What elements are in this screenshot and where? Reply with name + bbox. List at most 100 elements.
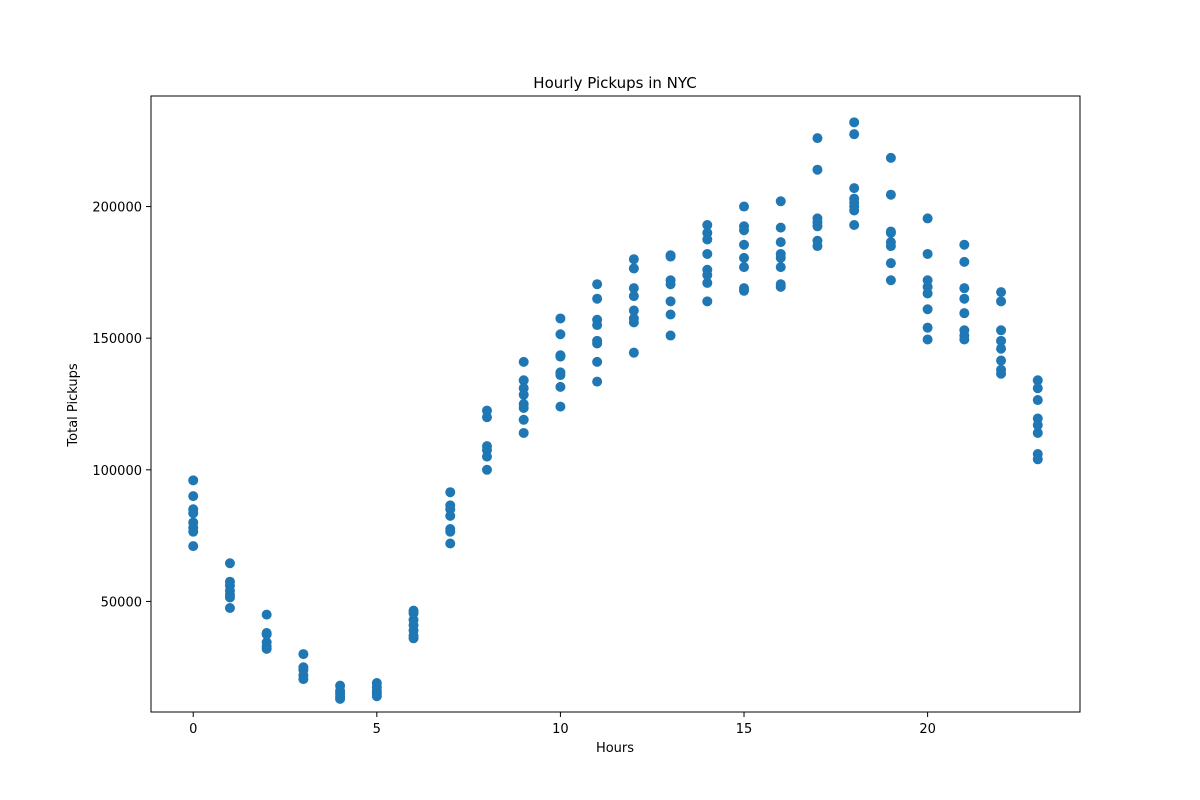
x-tick-label-5: 5 bbox=[373, 722, 381, 737]
data-point-hour-12-4 bbox=[628, 305, 639, 316]
data-point-hour-16-7 bbox=[775, 281, 786, 292]
data-point-hour-16-2 bbox=[775, 237, 786, 248]
data-point-hour-17-1 bbox=[812, 164, 823, 175]
data-point-hour-10-1 bbox=[555, 329, 566, 340]
data-point-hour-9-0 bbox=[518, 356, 529, 367]
data-point-hour-22-4 bbox=[996, 343, 1007, 354]
data-point-hour-23-7 bbox=[1032, 454, 1043, 465]
data-point-hour-10-7 bbox=[555, 401, 566, 412]
data-point-hour-14-7 bbox=[702, 296, 713, 307]
data-point-hour-20-5 bbox=[922, 304, 933, 315]
data-point-hour-16-0 bbox=[775, 196, 786, 207]
data-point-hour-22-0 bbox=[996, 287, 1007, 298]
data-point-hour-18-0 bbox=[849, 117, 860, 128]
data-point-hour-1-5 bbox=[224, 592, 235, 603]
data-point-hour-19-3 bbox=[885, 227, 896, 238]
data-point-hour-2-0 bbox=[261, 609, 272, 620]
data-point-hour-9-6 bbox=[518, 414, 529, 425]
data-point-hour-22-3 bbox=[996, 335, 1007, 346]
data-point-hour-9-7 bbox=[518, 427, 529, 438]
data-point-hour-0-0 bbox=[188, 475, 199, 486]
data-point-hour-13-4 bbox=[665, 296, 676, 307]
x-axis-label: Hours bbox=[596, 741, 634, 756]
data-point-hour-12-2 bbox=[628, 283, 639, 294]
data-point-hour-8-4 bbox=[481, 451, 492, 462]
data-point-hour-12-3 bbox=[628, 291, 639, 302]
data-point-hour-21-7 bbox=[959, 334, 970, 345]
data-point-hour-13-1 bbox=[665, 251, 676, 262]
data-point-hour-20-6 bbox=[922, 322, 933, 333]
data-point-hour-12-6 bbox=[628, 317, 639, 328]
data-point-hour-15-7 bbox=[739, 285, 750, 296]
data-point-hour-13-3 bbox=[665, 279, 676, 290]
data-point-hour-20-4 bbox=[922, 288, 933, 299]
data-point-hour-1-6 bbox=[224, 603, 235, 614]
data-point-hour-21-4 bbox=[959, 308, 970, 319]
data-point-hour-8-1 bbox=[481, 412, 492, 423]
data-point-hour-7-5 bbox=[445, 526, 456, 537]
data-point-hour-0-3 bbox=[188, 508, 199, 519]
x-tick-label-15: 15 bbox=[736, 722, 753, 737]
data-point-hour-7-0 bbox=[445, 487, 456, 498]
data-point-hour-7-3 bbox=[445, 510, 456, 521]
data-point-hour-17-6 bbox=[812, 241, 823, 252]
y-tick-label-150000: 150000 bbox=[92, 332, 142, 347]
data-point-hour-11-6 bbox=[592, 356, 603, 367]
data-point-hour-4-4 bbox=[335, 693, 346, 704]
data-point-hour-11-5 bbox=[592, 338, 603, 349]
data-point-hour-19-7 bbox=[885, 275, 896, 286]
data-point-hour-13-5 bbox=[665, 309, 676, 320]
y-axis: 50000 100000 150000 200000 bbox=[92, 201, 151, 610]
y-axis-label: Total Pickups bbox=[66, 363, 81, 447]
data-point-hour-22-7 bbox=[996, 368, 1007, 379]
x-tick-label-20: 20 bbox=[919, 722, 936, 737]
x-axis: 0 5 10 15 20 bbox=[189, 712, 936, 737]
data-point-hour-0-1 bbox=[188, 491, 199, 502]
data-point-hour-10-0 bbox=[555, 313, 566, 324]
plot-area bbox=[188, 117, 1043, 704]
data-point-hour-15-5 bbox=[739, 262, 750, 273]
data-point-hour-19-6 bbox=[885, 258, 896, 269]
data-point-hour-14-6 bbox=[702, 277, 713, 288]
data-point-hour-10-3 bbox=[555, 351, 566, 362]
data-point-hour-23-5 bbox=[1032, 427, 1043, 438]
data-point-hour-17-0 bbox=[812, 133, 823, 144]
x-tick-label-10: 10 bbox=[552, 722, 569, 737]
data-point-hour-8-5 bbox=[481, 464, 492, 475]
data-point-hour-22-5 bbox=[996, 355, 1007, 366]
data-point-hour-18-6 bbox=[849, 205, 860, 216]
data-point-hour-16-4 bbox=[775, 252, 786, 263]
data-point-hour-15-4 bbox=[739, 252, 750, 263]
data-point-hour-22-2 bbox=[996, 325, 1007, 336]
data-point-hour-18-1 bbox=[849, 129, 860, 140]
data-point-hour-11-3 bbox=[592, 320, 603, 331]
data-point-hour-19-5 bbox=[885, 241, 896, 252]
data-point-hour-5-4 bbox=[371, 691, 382, 702]
x-tick-label-0: 0 bbox=[189, 722, 197, 737]
data-point-hour-23-0 bbox=[1032, 375, 1043, 386]
data-point-hour-7-6 bbox=[445, 538, 456, 549]
data-point-hour-11-7 bbox=[592, 376, 603, 387]
data-point-hour-22-1 bbox=[996, 296, 1007, 307]
data-point-hour-15-2 bbox=[739, 225, 750, 236]
data-point-hour-14-0 bbox=[702, 219, 713, 230]
data-point-hour-10-5 bbox=[555, 370, 566, 381]
data-point-hour-23-2 bbox=[1032, 395, 1043, 406]
data-point-hour-9-5 bbox=[518, 402, 529, 413]
y-tick-label-100000: 100000 bbox=[92, 464, 142, 479]
data-point-hour-2-2 bbox=[261, 629, 272, 640]
y-tick-label-50000: 50000 bbox=[101, 595, 142, 610]
data-point-hour-20-1 bbox=[922, 248, 933, 259]
data-point-hour-11-0 bbox=[592, 279, 603, 290]
data-point-hour-14-2 bbox=[702, 234, 713, 245]
data-point-hour-16-1 bbox=[775, 222, 786, 233]
data-point-hour-9-1 bbox=[518, 375, 529, 386]
data-point-hour-6-6 bbox=[408, 633, 419, 644]
data-point-hour-9-3 bbox=[518, 389, 529, 400]
data-point-hour-2-5 bbox=[261, 643, 272, 654]
data-point-hour-12-1 bbox=[628, 263, 639, 274]
data-point-hour-12-0 bbox=[628, 254, 639, 265]
plot-frame bbox=[150, 95, 1081, 713]
